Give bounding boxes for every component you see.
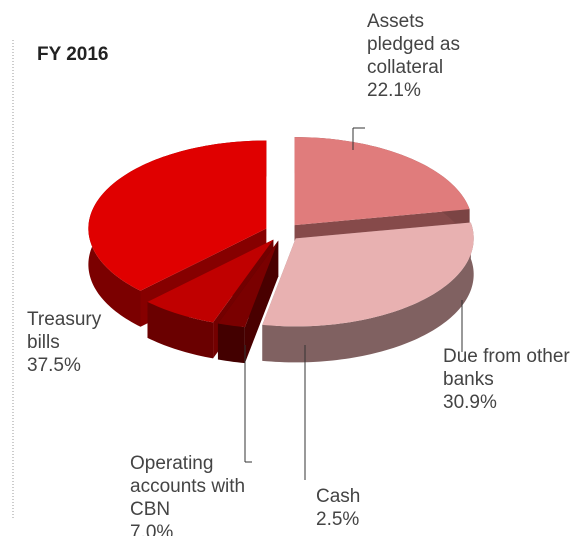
slice-top	[294, 137, 470, 226]
value-label: 22.1%	[367, 80, 421, 101]
pie-slice	[217, 240, 279, 364]
slice-side	[217, 323, 245, 364]
value-label: 30.9%	[443, 392, 497, 413]
category-label: Due from other banks	[443, 346, 570, 390]
slice-top	[217, 240, 279, 328]
value-label: 7.0%	[130, 522, 174, 536]
category-label: Cash	[316, 486, 361, 507]
slice-top	[262, 222, 474, 327]
pie-slice	[262, 222, 474, 363]
category-label: Operating accounts with CBN	[130, 453, 246, 520]
slice-side	[262, 222, 474, 363]
slice-top	[88, 140, 267, 291]
category-label: Treasury bills	[27, 309, 102, 353]
category-label: Assets pledged as collateral	[367, 11, 460, 78]
slice-top	[147, 239, 274, 323]
chart-title: FY 2016	[37, 44, 109, 65]
slice-side	[147, 301, 214, 359]
value-label: 37.5%	[27, 355, 81, 376]
value-label: 2.5%	[316, 509, 360, 530]
